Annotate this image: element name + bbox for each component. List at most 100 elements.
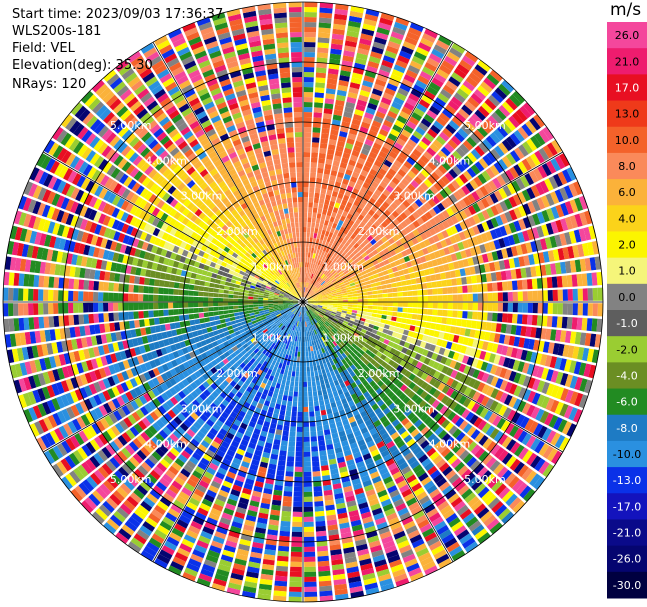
range-gate xyxy=(290,551,302,557)
range-gate xyxy=(563,185,574,199)
range-gate xyxy=(334,284,340,288)
range-gate xyxy=(310,252,314,258)
range-gate xyxy=(417,75,430,85)
range-gate xyxy=(439,189,449,199)
range-gate xyxy=(514,147,525,160)
range-gate xyxy=(345,264,352,270)
range-gate xyxy=(498,187,508,199)
range-gate xyxy=(402,307,408,313)
range-gate xyxy=(318,27,331,34)
range-gate xyxy=(323,113,332,120)
range-gate xyxy=(311,242,316,249)
range-gate xyxy=(337,293,343,297)
range-gate xyxy=(341,288,347,292)
range-gate xyxy=(531,278,538,289)
range-gate xyxy=(307,376,311,382)
range-gate xyxy=(467,116,479,128)
range-gate xyxy=(438,347,446,356)
range-gate xyxy=(541,367,549,380)
range-gate xyxy=(454,382,463,392)
range-gate xyxy=(309,273,313,279)
range-gate xyxy=(441,256,448,264)
range-gate xyxy=(415,126,426,136)
range-gate xyxy=(292,511,303,517)
range-gate xyxy=(294,351,298,357)
range-gate xyxy=(495,390,504,401)
range-gate xyxy=(555,219,564,233)
range-gate xyxy=(477,126,489,138)
range-gate xyxy=(420,363,428,372)
range-gate xyxy=(537,290,543,301)
range-gate xyxy=(381,228,389,236)
range-gate xyxy=(304,561,316,567)
range-gate xyxy=(286,375,291,381)
range-gate xyxy=(312,466,320,472)
range-gate xyxy=(466,167,477,178)
range-gate xyxy=(317,254,321,260)
range-gate xyxy=(367,173,375,181)
range-gate xyxy=(412,229,420,237)
range-gate xyxy=(335,3,349,11)
range-gate xyxy=(312,296,317,299)
range-gate xyxy=(336,322,342,327)
range-gate xyxy=(362,325,369,331)
range-gate xyxy=(313,269,318,275)
range-gate xyxy=(583,363,592,378)
range-gate xyxy=(310,292,316,297)
range-gate xyxy=(396,115,408,124)
range-gate xyxy=(594,334,602,348)
range-gate xyxy=(358,174,366,182)
range-gate xyxy=(328,267,333,273)
range-gate xyxy=(366,228,374,235)
range-gate xyxy=(367,309,373,313)
range-gate xyxy=(348,219,355,227)
range-gate xyxy=(306,242,309,248)
range-gate xyxy=(289,571,302,577)
range-gate xyxy=(318,223,324,230)
range-gate xyxy=(333,302,338,304)
range-gate xyxy=(400,191,409,199)
range-gate xyxy=(346,311,352,315)
range-gate xyxy=(378,22,392,31)
range-gate xyxy=(472,339,479,348)
range-gate xyxy=(354,319,360,324)
range-gate xyxy=(424,165,434,175)
range-gate xyxy=(366,235,374,242)
range-gate xyxy=(417,172,427,182)
range-gate xyxy=(446,279,453,287)
range-gate xyxy=(545,369,554,382)
range-gate xyxy=(386,45,399,55)
range-gate xyxy=(408,214,416,223)
range-gate xyxy=(441,199,450,209)
range-gate xyxy=(310,436,317,442)
range-gate xyxy=(492,302,498,312)
range-gate xyxy=(517,231,525,243)
range-gate xyxy=(422,289,428,296)
range-gate xyxy=(321,214,326,220)
range-gate xyxy=(520,416,530,429)
range-gate xyxy=(464,248,472,258)
range-gate xyxy=(402,291,408,297)
range-gate xyxy=(392,226,400,234)
range-gate xyxy=(328,302,333,304)
range-gate xyxy=(334,202,341,209)
range-gate xyxy=(404,226,412,234)
range-gate xyxy=(304,72,314,78)
range-gate xyxy=(290,561,302,567)
range-gate xyxy=(339,75,350,82)
range-gate xyxy=(555,329,562,342)
range-gate xyxy=(365,330,372,336)
range-gate xyxy=(588,364,597,379)
range-gate xyxy=(435,241,443,250)
range-gate xyxy=(325,158,333,165)
range-gate xyxy=(533,423,543,436)
range-gate xyxy=(341,312,347,316)
range-gate xyxy=(282,430,289,437)
range-gate xyxy=(431,243,439,252)
range-gate xyxy=(314,253,319,260)
range-gate xyxy=(351,150,360,158)
range-gate xyxy=(363,238,370,245)
range-gate xyxy=(431,337,439,345)
range-gate xyxy=(569,260,577,273)
range-gate xyxy=(329,53,341,60)
